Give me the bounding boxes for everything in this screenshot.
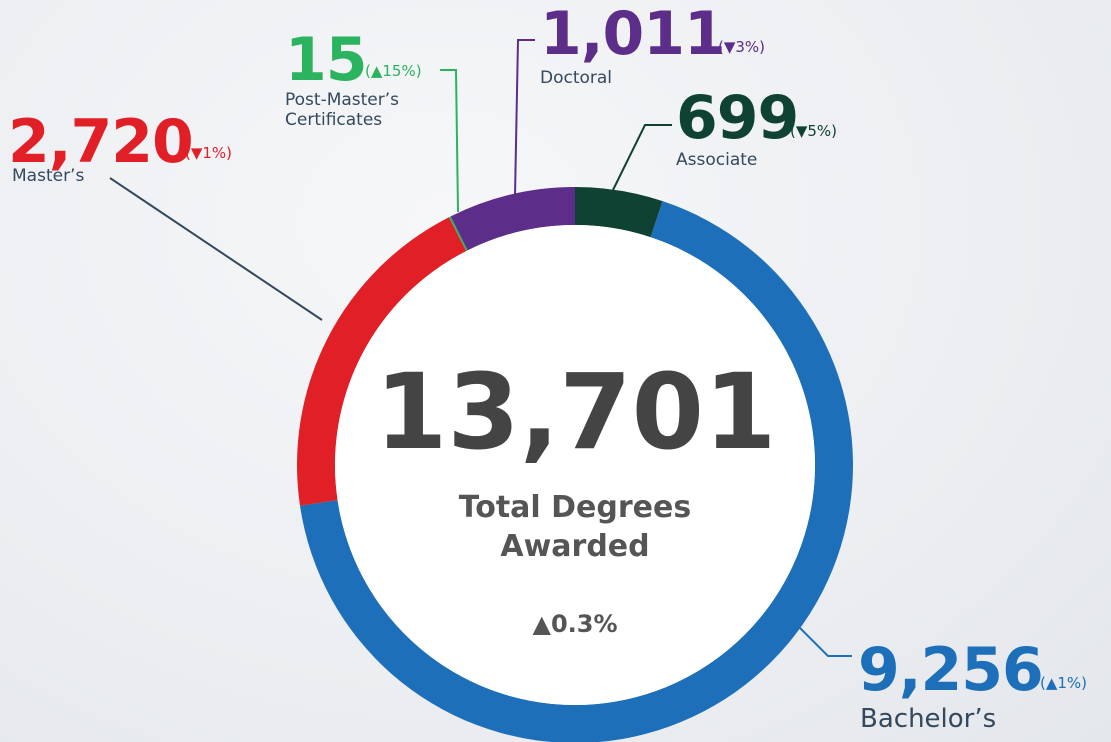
value-label: 699 bbox=[676, 88, 798, 148]
category-label: Associate bbox=[676, 150, 816, 170]
change-label: (▼1%) bbox=[185, 146, 232, 161]
value-label: 9,256 bbox=[858, 640, 1043, 700]
category-label: Doctoral bbox=[540, 68, 680, 88]
value-label: 15 bbox=[285, 30, 367, 90]
change-label: (▼3%) bbox=[718, 40, 765, 55]
change-label: (▲1%) bbox=[1040, 676, 1087, 691]
center-change: ▲0.3% bbox=[475, 612, 675, 636]
value-label: 1,011 bbox=[540, 4, 725, 64]
category-label: Master’s bbox=[12, 166, 152, 186]
category-label: Bachelor’s bbox=[860, 704, 1080, 735]
change-label: (▲15%) bbox=[365, 64, 422, 79]
leader-line bbox=[515, 40, 535, 196]
center-label: Total Degrees Awarded bbox=[440, 488, 710, 566]
value-label: 2,720 bbox=[8, 112, 193, 172]
leader-line bbox=[110, 178, 322, 320]
center-value: 13,701 bbox=[375, 360, 775, 464]
category-label: Post-Master’s Certificates bbox=[285, 90, 425, 131]
leader-line bbox=[440, 70, 458, 212]
change-label: (▼5%) bbox=[790, 124, 837, 139]
leader-line bbox=[613, 125, 672, 190]
leader-line bbox=[800, 628, 852, 656]
page: 13,701 Total Degrees Awarded ▲0.3% (() =… bbox=[0, 0, 1111, 742]
